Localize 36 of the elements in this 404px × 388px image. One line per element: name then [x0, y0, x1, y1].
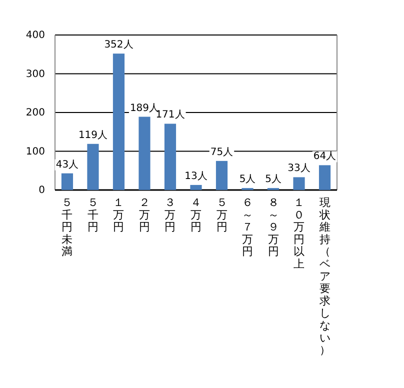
x-tick-label: ５万円 [216, 196, 228, 234]
x-tick-label: ５千円 [87, 196, 98, 234]
y-tick-label: 300 [26, 68, 45, 80]
bar [164, 124, 176, 190]
x-tick-label: １万円 [113, 196, 124, 234]
category-label: 現状維持（ベア要求しない） [319, 196, 330, 357]
data-label: 119人 [78, 130, 108, 141]
data-label: 43人 [56, 159, 79, 170]
x-tick-label: ２万円 [138, 196, 150, 234]
data-label: 352人 [104, 40, 134, 51]
data-label: 5人 [239, 174, 256, 186]
x-tick-label: ５千円未満 [62, 196, 73, 258]
y-tick-label: 400 [26, 30, 45, 42]
data-label: 5人 [265, 174, 282, 186]
bar [190, 184, 202, 190]
bar [61, 173, 74, 190]
x-tick-label: ４万円 [190, 196, 202, 234]
data-label: 189人 [130, 102, 160, 114]
x-tick-label: ６～７万円 [242, 196, 254, 258]
data-label: 33人 [288, 163, 310, 174]
data-label: 75人 [210, 146, 234, 158]
bar [293, 177, 305, 190]
bar [138, 116, 150, 190]
y-tick-label: 200 [26, 108, 45, 119]
y-tick-label: 0 [38, 185, 45, 196]
bar [318, 165, 331, 190]
y-tick-label: 100 [26, 146, 45, 158]
bar [216, 160, 228, 190]
bar [112, 54, 125, 190]
data-label: 13人 [184, 170, 208, 182]
x-tick-label: ３万円 [164, 196, 176, 234]
data-label: 64人 [313, 151, 336, 162]
data-label: 171人 [156, 110, 185, 121]
x-tick-label: ８～９万円 [268, 196, 279, 258]
x-tick-label: １０万円以上 [294, 196, 305, 270]
bar [87, 144, 99, 190]
